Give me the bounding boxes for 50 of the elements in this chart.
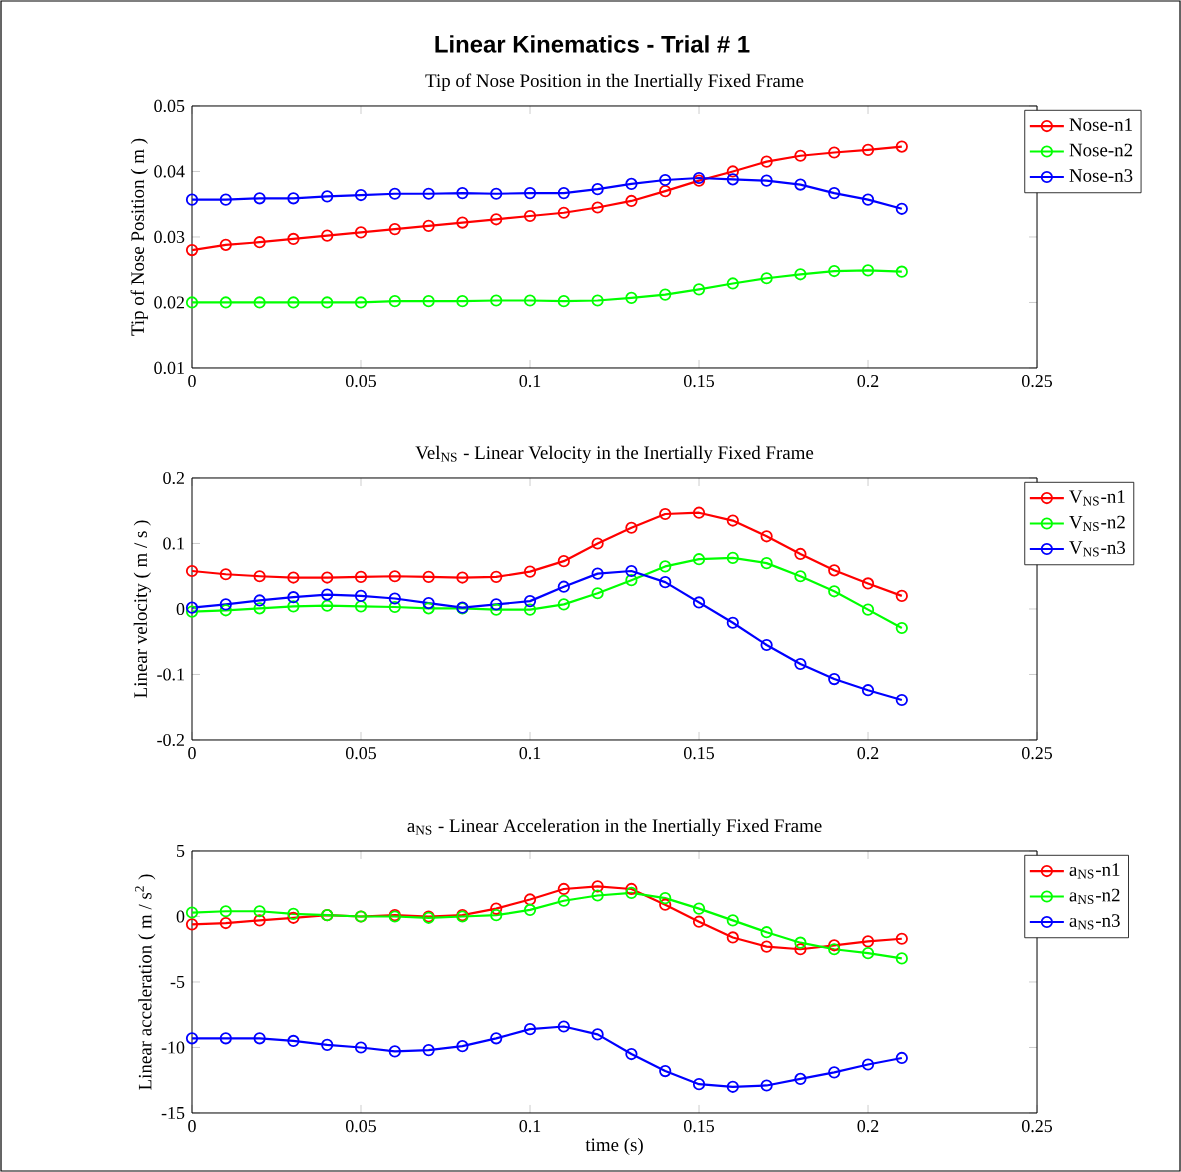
chart-title: Vel$_{NS}$ - Linear Velocity in the Inertially Fixed Frame	[415, 445, 814, 463]
y-tick-label: 0	[176, 910, 185, 923]
x-tick-label: 0.25	[1022, 375, 1053, 388]
x-tick-label: 0.1	[519, 747, 541, 760]
x-tick-label: 0.15	[684, 747, 715, 760]
y-tick-label: -10	[161, 1041, 185, 1054]
x-tick-label: 0.2	[857, 747, 879, 760]
x-tick-label: 0.25	[1022, 1120, 1053, 1133]
x-tick-label: 0.15	[684, 375, 715, 388]
legend-label: Nose-n3	[1069, 169, 1133, 182]
x-tick-label: 0.25	[1022, 747, 1053, 760]
x-axis-title: time (s)	[585, 1137, 643, 1156]
x-tick-label: 0.1	[519, 1120, 541, 1133]
x-tick-label: 0.2	[857, 375, 879, 388]
legend-label: V$_{NS}$-n3	[1069, 541, 1126, 557]
y-tick-label: -0.1	[157, 668, 184, 681]
y-tick-label: -0.2	[157, 733, 184, 747]
legend-label: V$_{NS}$-n1	[1069, 490, 1125, 506]
y-axis-title: Linear acceleration ( m / s$^{2}$ )	[134, 874, 156, 1090]
y-axis-title: Linear velocity ( m / s )	[133, 520, 151, 698]
legend-label: a$_{NS}$-n2	[1069, 888, 1120, 904]
y-tick-label: 0	[176, 602, 185, 616]
legend-label: Nose-n1	[1069, 118, 1132, 131]
chart-title: Linear Kinematics - Trial # 1	[435, 35, 750, 53]
legend-label: V$_{NS}$-n2	[1069, 515, 1125, 531]
x-tick-label: 0	[188, 375, 196, 388]
y-tick-label: 0.03	[154, 230, 185, 244]
y-tick-label: -5	[170, 976, 185, 988]
y-tick-label: -15	[161, 1106, 185, 1119]
legend-label: a$_{NS}$-n1	[1069, 863, 1120, 879]
x-tick-label: 0.15	[684, 1120, 715, 1133]
x-tick-label: 0.05	[346, 747, 377, 760]
y-tick-label: 0.01	[154, 361, 184, 375]
x-tick-label: 0.05	[346, 375, 377, 388]
legend-label: Nose-n2	[1069, 143, 1133, 157]
y-axis-title: Tip of Nose Position ( m )	[130, 138, 148, 336]
y-tick-label: 0.04	[154, 165, 185, 178]
y-tick-label: 0.1	[163, 537, 184, 550]
y-tick-label: 0.2	[163, 471, 184, 485]
x-tick-label: 0.1	[519, 375, 541, 388]
x-tick-label: 0	[188, 1120, 196, 1133]
y-tick-label: 5	[177, 845, 185, 857]
x-tick-label: 0.2	[857, 1120, 879, 1133]
chart-subtitle: Tip of Nose Position in the Inertially Fixed Frame	[425, 73, 804, 91]
x-tick-label: 0	[188, 747, 196, 760]
legend-label: a$_{NS}$-n3	[1069, 914, 1120, 930]
y-tick-label: 0.02	[154, 296, 184, 309]
x-tick-label: 0.05	[346, 1120, 377, 1133]
y-tick-label: 0.05	[154, 99, 185, 113]
chart-title: a$_{NS}$ - Linear Acceleration in the Inertially Fixed Frame	[407, 818, 822, 836]
